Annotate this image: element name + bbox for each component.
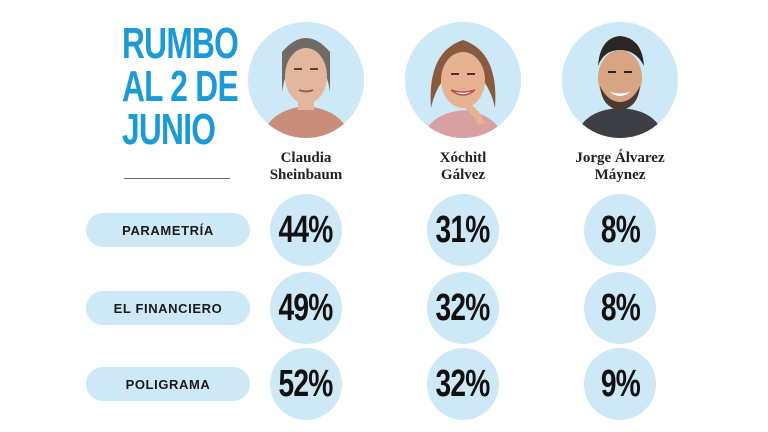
value-bubble: 8% <box>584 272 656 344</box>
pollster-label-poligrama: POLIGRAMA <box>86 367 250 401</box>
title-line-2: AL 2 DE <box>122 62 239 111</box>
pollster-label-parametria: PARAMETRÍA <box>86 213 250 247</box>
chart-title: RUMBO AL 2 DE JUNIO <box>122 19 239 154</box>
candidate-name-1-line-2: Sheinbaum <box>269 167 343 183</box>
value-label: 49% <box>278 286 334 329</box>
value-bubble: 9% <box>584 348 656 420</box>
candidate-name-1-line-1: Claudia <box>280 150 332 166</box>
value-bubble: 32% <box>427 348 499 420</box>
value-label: 8% <box>600 286 640 329</box>
candidate-name-3-line-1: Jorge Álvarez <box>575 150 665 166</box>
value-label: 44% <box>278 208 334 251</box>
candidate-name-1: Claudia Sheinbaum <box>221 150 391 184</box>
value-bubble: 32% <box>427 272 499 344</box>
pollster-label-el-financiero: EL FINANCIERO <box>86 291 250 325</box>
title-divider <box>124 178 230 179</box>
value-label: 8% <box>600 208 640 251</box>
value-label: 31% <box>435 208 491 251</box>
value-bubble: 52% <box>270 348 342 420</box>
title-line-3: JUNIO <box>122 105 216 154</box>
candidate-name-2: Xóchitl Gálvez <box>378 150 548 184</box>
value-bubble: 49% <box>270 272 342 344</box>
xochitl-galvez-photo <box>405 22 521 138</box>
jorge-alvarez-maynez-photo <box>562 22 678 138</box>
title-line-1: RUMBO <box>122 19 239 68</box>
value-label: 32% <box>435 286 491 329</box>
value-bubble: 44% <box>270 194 342 266</box>
candidate-name-2-line-1: Xóchitl <box>439 150 487 166</box>
value-label: 32% <box>435 362 491 405</box>
value-label: 52% <box>278 362 334 405</box>
value-label: 9% <box>600 362 640 405</box>
value-bubble: 31% <box>427 194 499 266</box>
claudia-sheinbaum-photo <box>248 22 364 138</box>
candidate-name-3-line-2: Máynez <box>594 167 646 183</box>
candidate-name-2-line-2: Gálvez <box>440 167 486 183</box>
value-bubble: 8% <box>584 194 656 266</box>
candidate-name-3: Jorge Álvarez Máynez <box>535 150 705 184</box>
